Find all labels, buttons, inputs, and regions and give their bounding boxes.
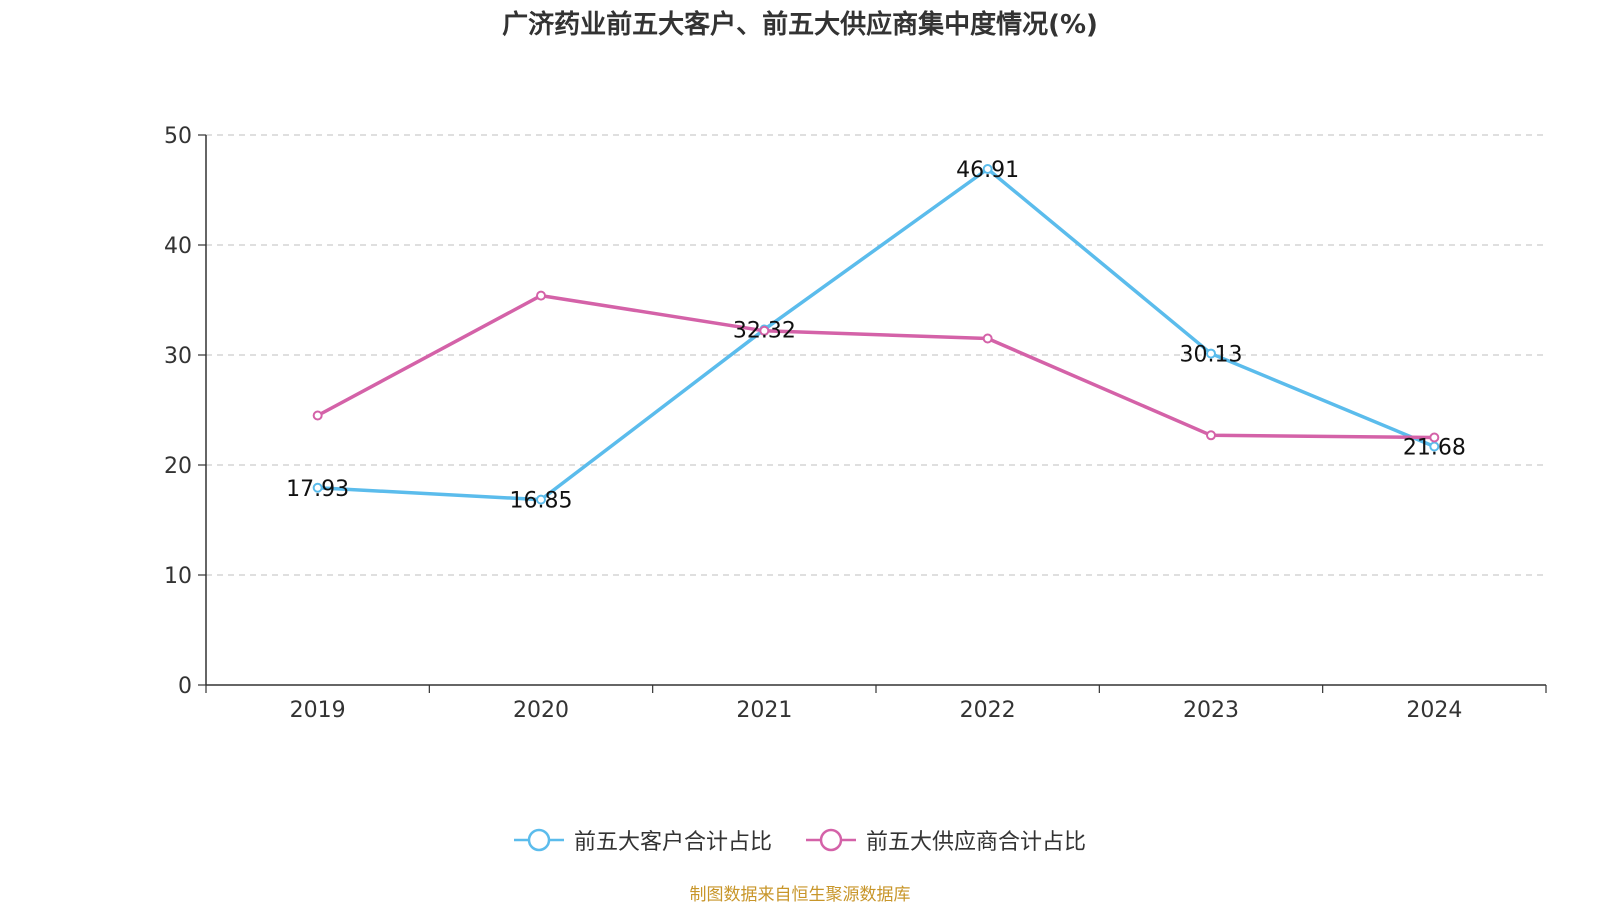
- data-label-s0-2021: 32.32: [733, 318, 796, 343]
- point-s1-2022: [982, 333, 993, 344]
- x-tick-label-2022: 2022: [960, 698, 1016, 723]
- data-label-s0-2022: 46.91: [956, 158, 1019, 183]
- point-s1-2019: [312, 410, 323, 421]
- data-label-s0-2020: 16.85: [510, 489, 573, 514]
- legend-marker-suppliers: [806, 828, 856, 852]
- data-label-s0-2023: 30.13: [1180, 343, 1243, 368]
- legend: 前五大客户合计占比 前五大供应商合计占比: [0, 824, 1600, 856]
- chart-title: 广济药业前五大客户、前五大供应商集中度情况(%): [502, 10, 1098, 40]
- y-tick-label-10: 10: [164, 564, 192, 589]
- legend-label-customers: 前五大客户合计占比: [573, 830, 772, 855]
- y-tick-label-0: 0: [178, 674, 192, 699]
- x-tick-label-2023: 2023: [1183, 698, 1239, 723]
- legend-label-suppliers: 前五大供应商合计占比: [866, 830, 1087, 855]
- data-label-s0-2019: 17.93: [286, 477, 349, 502]
- x-tick-label-2021: 2021: [736, 698, 792, 723]
- data-label-s0-2024: 21.68: [1403, 436, 1466, 461]
- x-tick-label-2020: 2020: [513, 698, 569, 723]
- series-line-1: [316, 293, 1435, 440]
- point-s0-2020: [536, 494, 546, 505]
- y-tick-label-30: 30: [164, 344, 192, 369]
- y-tick-label-40: 40: [164, 234, 192, 259]
- legend-marker-customers: [513, 828, 564, 852]
- series-line-0: [317, 167, 1436, 502]
- x-tick-label-2024: 2024: [1406, 698, 1462, 723]
- point-s0-2022: [982, 163, 993, 174]
- point-s1-2021: [759, 325, 770, 336]
- point-s0-2023: [1206, 348, 1216, 359]
- point-s1-2024: [1429, 432, 1440, 443]
- point-s0-2024: [1429, 441, 1440, 452]
- point-s1-2023: [1206, 430, 1216, 441]
- legend-item-suppliers[interactable]: 前五大供应商合计占比: [806, 824, 1086, 856]
- y-tick-label-50: 50: [164, 124, 192, 149]
- point-s1-2020: [536, 290, 546, 301]
- legend-item-customers[interactable]: 前五大客户合计占比: [513, 824, 772, 856]
- x-tick-label-2019: 2019: [290, 698, 346, 723]
- source-note: 制图数据来自恒生聚源数据库: [689, 885, 911, 905]
- y-tick-label-20: 20: [164, 454, 192, 479]
- point-s0-2019: [312, 482, 323, 493]
